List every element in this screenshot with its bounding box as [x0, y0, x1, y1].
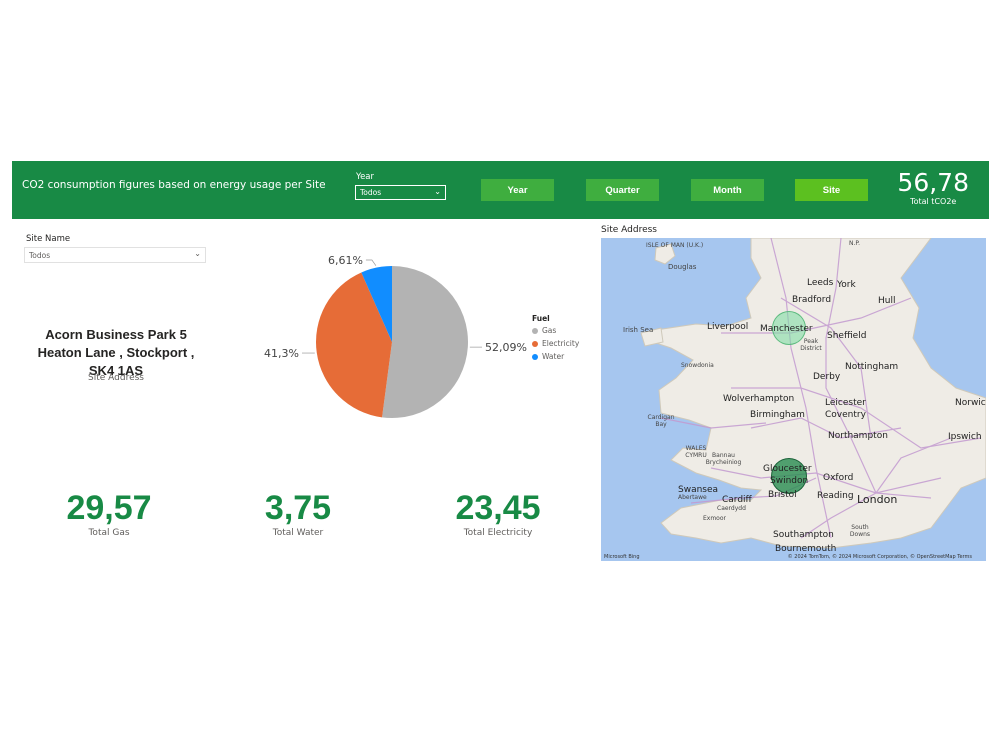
site-map[interactable]: ISLE OF MAN (U.K.) Douglas Irish Sea Sno…: [601, 238, 986, 561]
address-line: SK4 1AS: [88, 363, 144, 378]
legend-label: Water: [542, 352, 565, 361]
map-attribution[interactable]: © 2024 TomTom, © 2024 Microsoft Corporat…: [787, 554, 972, 560]
map-label: Swindon: [770, 476, 809, 486]
legend-item-gas[interactable]: Gas: [532, 326, 579, 335]
map-label: Liverpool: [707, 322, 749, 332]
map-label: Peak District: [800, 338, 822, 352]
pie-slice-water[interactable]: [361, 266, 392, 342]
total-gas-card: 29,57 Total Gas: [24, 488, 194, 538]
map-label: N.P.: [849, 240, 860, 247]
map-label: Bannau Brycheiniog: [705, 452, 742, 466]
map-label: Manchester: [760, 324, 813, 334]
year-filter-label: Year: [356, 172, 374, 182]
legend-item-water[interactable]: Water: [532, 352, 579, 361]
chevron-down-icon: ⌄: [194, 249, 201, 258]
year-dropdown[interactable]: Todos ⌄: [355, 185, 446, 200]
map-label: Bournemouth: [775, 544, 837, 554]
map-label: Swansea: [678, 485, 719, 495]
map-label: Ipswich: [948, 432, 982, 442]
year-button[interactable]: Year: [481, 179, 554, 201]
map-label: WALES CYMRU: [685, 445, 707, 459]
legend-dot: [532, 353, 538, 360]
map-label: Oxford: [823, 473, 854, 483]
map-label: Exmoor: [703, 515, 726, 522]
legend-title: Fuel: [532, 314, 550, 323]
map-label: Cardigan Bay: [647, 414, 675, 428]
map-label: Southampton: [773, 530, 834, 540]
map-label: Gloucester: [763, 464, 812, 474]
page-title: CO2 consumption figures based on energy …: [22, 179, 326, 191]
site-dropdown[interactable]: Todos ⌄: [24, 247, 206, 263]
bing-logo: Microsoft Bing: [604, 554, 640, 560]
map-footer: Microsoft Bing © 2024 TomTom, © 2024 Mic…: [601, 551, 986, 561]
total-electricity-value: 23,45: [455, 489, 541, 527]
site-address-card: Acorn Business Park 5 Heaton Lane , Stoc…: [26, 326, 206, 380]
legend-label: Electricity: [542, 339, 580, 348]
map-label: Northampton: [828, 431, 888, 441]
map-label: Sheffield: [827, 331, 867, 341]
map-label: South Downs: [849, 524, 871, 538]
legend-item-electricity[interactable]: Electricity: [532, 339, 579, 348]
map-label: Bradford: [792, 295, 832, 305]
legend-dot: [532, 340, 538, 347]
site-filter-label: Site Name: [26, 234, 71, 244]
map-label: Birmingham: [750, 410, 805, 420]
map-label: Cardiff: [722, 495, 752, 505]
site-dropdown-value: Todos: [29, 251, 51, 260]
legend-dot: [532, 327, 538, 334]
map-label: Nottingham: [845, 362, 899, 372]
map-title: Site Address: [601, 225, 657, 235]
chevron-down-icon: ⌄: [434, 187, 441, 196]
map-label: Norwich: [955, 398, 986, 408]
map-label: Irish Sea: [623, 326, 654, 334]
map-label: Snowdonia: [681, 362, 714, 369]
total-water-card: 3,75 Total Water: [213, 488, 383, 538]
pie-data-label: 52,09%: [485, 341, 527, 354]
map-label: Hull: [878, 296, 896, 306]
month-button[interactable]: Month: [691, 179, 764, 201]
total-co2-label: Total tCO2e: [910, 197, 957, 206]
total-water-value: 3,75: [264, 489, 332, 527]
site-address-caption: Site Address: [88, 373, 144, 383]
fuel-pie-chart: 52,09% 41,3% 6,61%: [250, 240, 595, 440]
legend-label: Gas: [542, 326, 557, 335]
map-label: London: [857, 493, 898, 506]
map-label: Wolverhampton: [723, 394, 795, 404]
pie-slice-gas[interactable]: [382, 266, 469, 418]
map-land: [640, 238, 986, 549]
site-bubble-swindon[interactable]: [771, 458, 807, 494]
address-line: Heaton Lane , Stockport ,: [37, 345, 195, 360]
map-label: York: [837, 280, 856, 290]
total-co2-card: 56,78 Total tCO2e: [897, 168, 969, 207]
fuel-legend: Fuel Gas Electricity Water: [532, 314, 579, 365]
site-button[interactable]: Site: [795, 179, 868, 201]
map-label: Reading: [817, 491, 854, 501]
map-label: Derby: [813, 372, 841, 382]
total-gas-value: 29,57: [66, 489, 152, 527]
site-bubble-stockport[interactable]: [772, 311, 806, 345]
map-label: Douglas: [668, 263, 697, 271]
map-label: Leicester: [825, 398, 866, 408]
map-label: ISLE OF MAN (U.K.): [646, 242, 704, 249]
pie-data-label: 6,61%: [328, 254, 363, 267]
year-dropdown-value: Todos: [360, 188, 382, 197]
pie-slice-electricity[interactable]: [316, 272, 392, 418]
total-gas-label: Total Gas: [88, 528, 130, 538]
map-label: Caerdydd: [717, 505, 746, 512]
total-co2-value: 56,78: [897, 168, 969, 197]
total-electricity-label: Total Electricity: [463, 528, 533, 538]
quarter-button[interactable]: Quarter: [586, 179, 659, 201]
header-banner: CO2 consumption figures based on energy …: [12, 161, 989, 219]
pie-leader-line: [365, 259, 377, 266]
pie-svg: 52,09% 41,3% 6,61%: [264, 254, 527, 418]
pie-data-label: 41,3%: [264, 347, 299, 360]
map-label: Abertawe: [678, 494, 707, 501]
total-electricity-card: 23,45 Total Electricity: [413, 488, 583, 538]
map-label: Bristol: [768, 490, 797, 500]
map-label: Leeds: [807, 278, 834, 288]
address-line: Acorn Business Park 5: [45, 327, 187, 342]
map-label: Coventry: [825, 410, 866, 420]
total-water-label: Total Water: [272, 528, 324, 538]
